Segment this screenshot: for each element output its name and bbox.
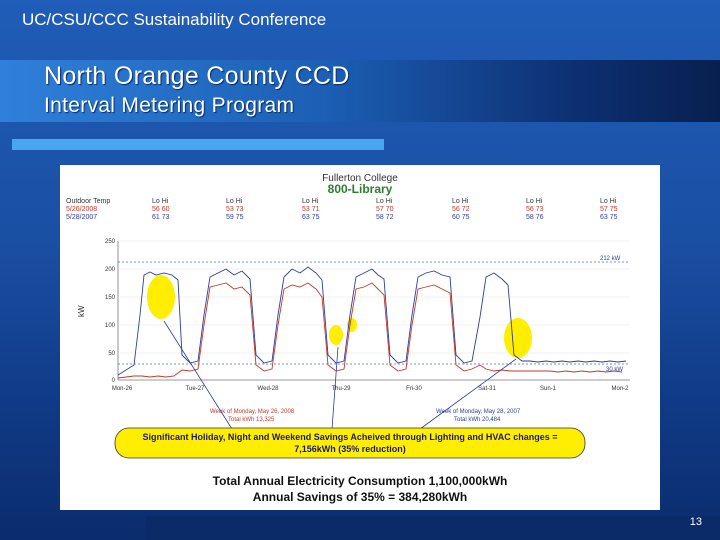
temp-columns: Lo Hi 56 60 61 73 Lo Hi 53 73 59 75 Lo H…	[152, 198, 618, 221]
legend-2007: Week of Monday, May 28, 2007	[436, 409, 521, 415]
temp-col-0-r1: 56 60	[152, 206, 170, 213]
y-axis-label: kW	[77, 305, 86, 317]
temp-col-4-r2: 60 75	[452, 214, 470, 221]
bottom-strip	[146, 516, 720, 540]
temp-date-2008: 5/26/2008	[66, 206, 97, 213]
temp-col-1-r2: 59 75	[226, 214, 244, 221]
temp-col-6-header: Lo Hi	[600, 198, 617, 205]
temp-col-3-r2: 58 72	[376, 214, 394, 221]
slide-subtitle: Interval Metering Program	[44, 94, 295, 117]
x-tick: Fri-30	[406, 386, 422, 392]
legend-2007-total: Total kWh 20,484	[454, 417, 501, 423]
temp-col-2-r1: 53 71	[302, 206, 320, 213]
x-tick: Sun-1	[540, 386, 557, 392]
annual-consumption: Total Annual Electricity Consumption 1,1…	[213, 474, 508, 488]
temp-col-0-r2: 61 73	[152, 214, 170, 221]
peak-label: 212 kW	[600, 256, 621, 262]
y-tick: 100	[105, 323, 116, 329]
low-label: 30 kW	[606, 367, 623, 373]
temp-col-4-r1: 56 72	[452, 206, 470, 213]
y-tick: 0	[112, 378, 116, 384]
temp-col-1-header: Lo Hi	[226, 198, 243, 205]
temp-col-5-r2: 58 76	[526, 214, 544, 221]
energy-chart: Fullerton College 800-Library Outdoor Te…	[66, 173, 630, 504]
series-2007-line	[117, 266, 627, 376]
conference-title: UC/CSU/CCC Sustainability Conference	[22, 10, 327, 29]
temp-col-5-header: Lo Hi	[526, 198, 543, 205]
title-band	[0, 60, 720, 122]
temp-col-2-r2: 63 75	[302, 214, 320, 221]
plot-area: kW 250 200 150 100 50 0 Mon-26 Tue-27 We…	[77, 239, 630, 423]
annual-savings: Annual Savings of 35% = 384,280kWh	[253, 490, 467, 504]
callout-pointers	[163, 320, 517, 430]
x-tick: Tue-27	[186, 386, 205, 392]
savings-highlight-night	[329, 325, 343, 345]
y-tick: 200	[105, 267, 116, 273]
x-tick: Wed-28	[258, 386, 280, 392]
temp-col-4-header: Lo Hi	[452, 198, 469, 205]
callout-text: Significant Holiday, Night and Weekend S…	[142, 432, 558, 454]
callout-box	[114, 427, 586, 459]
x-tick: Mon-26	[112, 386, 133, 392]
accent-bar	[12, 139, 384, 150]
series-2008-line	[117, 282, 623, 379]
energy-chart-image: Fullerton College 800-Library Outdoor Te…	[60, 165, 660, 510]
y-tick: 50	[108, 351, 115, 357]
y-tick: 150	[105, 295, 116, 301]
temp-col-1-r1: 53 73	[226, 206, 244, 213]
temp-col-3-header: Lo Hi	[376, 198, 393, 205]
temp-col-2-header: Lo Hi	[302, 198, 319, 205]
x-tick: Thu-29	[331, 386, 351, 392]
temp-date-2007: 5/28/2007	[66, 214, 97, 221]
y-tick: 250	[105, 239, 116, 245]
page-number: 13	[689, 516, 702, 528]
x-tick: Mon-2	[611, 386, 629, 392]
temp-col-6-r2: 63 75	[600, 214, 618, 221]
temp-col-6-r1: 57 75	[600, 206, 618, 213]
temp-col-0-header: Lo Hi	[152, 198, 169, 205]
legend-2008: Week of Monday, May 26, 2008	[210, 409, 295, 415]
outdoor-temp-label: Outdoor Temp	[66, 198, 110, 205]
chart-building: 800-Library	[328, 182, 393, 196]
legend-2008-total: Total kWh 13,325	[228, 417, 275, 423]
x-tick: Sat-31	[478, 386, 496, 392]
temp-col-5-r1: 56 73	[526, 206, 544, 213]
savings-highlight-holiday	[147, 275, 175, 319]
temp-col-3-r1: 57 70	[376, 206, 394, 213]
slide-title: North Orange County CCD	[44, 62, 350, 90]
chart-college: Fullerton College	[322, 173, 398, 184]
savings-highlight-weekend	[504, 318, 532, 358]
